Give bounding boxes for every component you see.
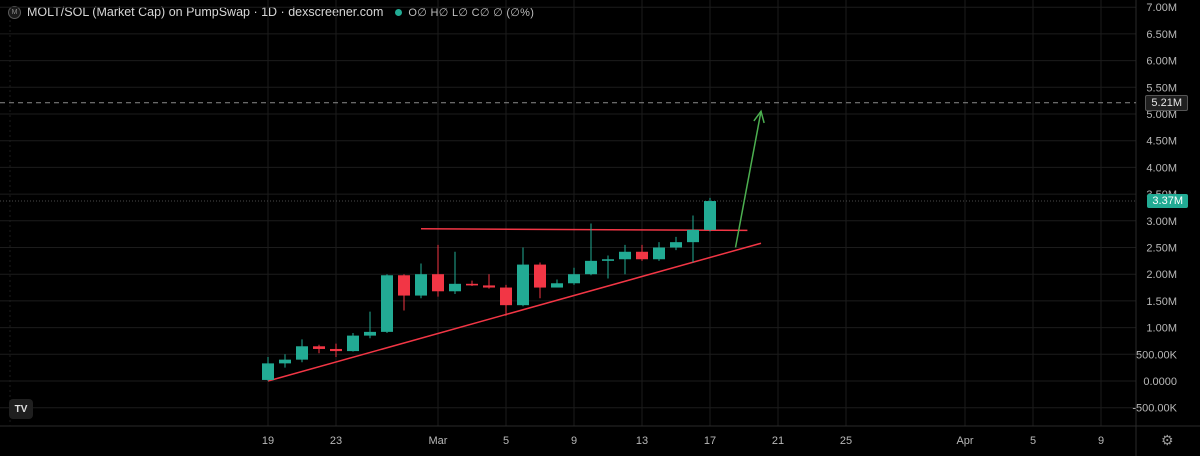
candle-down [313,346,325,349]
y-axis-labels: 7.00M6.50M6.00M5.50M5.00M4.50M4.00M3.50M… [1132,2,1177,415]
candles [262,197,716,381]
chart-title: MOLT/SOL (Market Cap) on PumpSwap · 1D ·… [27,5,384,19]
x-tick-label: 21 [772,435,784,447]
y-tick-label: 500.00K [1136,349,1178,361]
current-price-badge: 3.37M [1147,194,1188,209]
candle-up [687,229,699,243]
candle-down [500,287,512,306]
y-tick-label: 2.50M [1146,243,1177,255]
marker-price-badge: 5.21M [1145,94,1188,111]
y-tick-label: 1.00M [1146,323,1177,335]
candle-up [568,274,580,284]
candle-up [347,335,359,352]
candle-down [534,264,546,288]
breakout-arrow [734,111,762,248]
candle-up [619,251,631,260]
token-logo-icon: M [8,5,21,19]
y-tick-label: 4.50M [1146,136,1177,148]
grid-lines [0,0,1136,426]
candle-up [704,201,716,230]
x-tick-label: Mar [429,435,448,447]
candle-up [364,331,376,336]
y-tick-label: 1.50M [1146,296,1177,308]
ohlc-readout: O∅ H∅ L∅ C∅ ∅ (∅%) [408,6,535,19]
candle-up [296,346,308,360]
y-tick-label: 6.50M [1146,29,1177,41]
support-trendline [267,242,762,382]
x-tick-label: 23 [330,435,342,447]
candle-up [517,264,529,306]
x-tick-label: 5 [1030,435,1036,447]
candle-up [653,247,665,260]
live-status-icon [395,8,403,16]
trend-annotations [267,109,765,382]
y-tick-label: 4.00M [1146,162,1177,174]
x-tick-label: 25 [840,435,852,447]
x-tick-label: 19 [262,435,274,447]
y-tick-label: 2.00M [1146,269,1177,281]
x-tick-label: 17 [704,435,716,447]
y-tick-label: 5.00M [1146,109,1177,121]
candle-up [449,283,461,292]
y-tick-label: 5.50M [1146,82,1177,94]
y-tick-label: 0.0000 [1143,376,1177,388]
candle-down [330,348,342,352]
candle-up [602,259,614,261]
candle-up [279,359,291,364]
y-tick-label: 6.00M [1146,56,1177,68]
candle-up [670,242,682,248]
candle-down [483,285,495,288]
candle-down [466,283,478,286]
x-tick-label: Apr [956,435,973,447]
x-tick-label: 9 [1098,435,1104,447]
x-axis-labels: 19 23 Mar 5 9 13 17 21 25 Apr 5 9 [262,435,1104,447]
gear-icon[interactable]: ⚙ [1161,432,1174,448]
chart-header: M MOLT/SOL (Market Cap) on PumpSwap · 1D… [8,3,534,21]
x-tick-label: 9 [571,435,577,447]
candle-up [415,274,427,296]
candle-down [432,274,444,292]
y-tick-label: 7.00M [1146,2,1177,14]
tradingview-logo-icon[interactable]: TV [9,399,33,419]
breakout-arrow-head [753,109,765,124]
candle-down [398,275,410,296]
y-tick-label: -500.00K [1132,403,1177,415]
x-tick-label: 5 [503,435,509,447]
candle-up [381,275,393,332]
candle-down [636,251,648,260]
candle-up [551,283,563,288]
candle-up [262,363,274,380]
candle-up [585,260,597,275]
x-tick-label: 13 [636,435,648,447]
y-tick-label: 3.00M [1146,216,1177,228]
